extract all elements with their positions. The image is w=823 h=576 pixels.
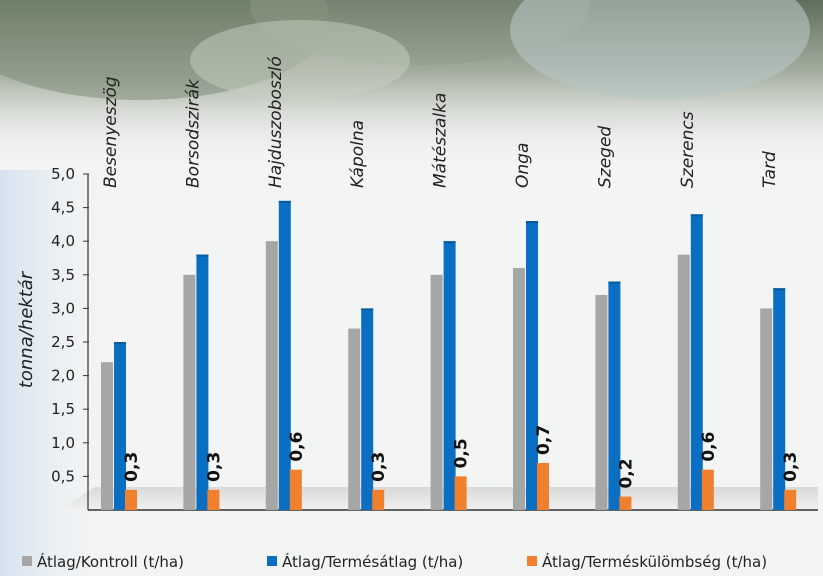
bar-control: [348, 328, 361, 510]
difference-value-label: 0,3: [369, 452, 389, 482]
y-tick-label: 1,5: [51, 400, 75, 418]
y-tick-label: 5,0: [51, 165, 75, 183]
category-label: Borsodszirák: [183, 78, 203, 188]
bar-yield-top-edge: [114, 342, 126, 344]
bar-yield: [196, 254, 209, 510]
bar-difference: [454, 476, 467, 510]
bar-difference: [372, 489, 385, 510]
category-labels: Besenyeszög Borsodszirák Hajduszoboszló Káp…: [101, 56, 780, 188]
bar-yield: [773, 288, 786, 510]
bar-control: [760, 308, 773, 510]
difference-value-label: 0,5: [452, 438, 472, 468]
difference-value-label: 0,2: [616, 458, 636, 488]
bar-yield-top-edge: [773, 288, 786, 291]
bar-control: [101, 362, 113, 510]
y-tick-label: 2,5: [51, 333, 75, 351]
y-tick-label: 1,0: [51, 434, 75, 452]
bar-yield-top-edge: [443, 241, 456, 244]
category-label: Mátészalka: [431, 93, 451, 188]
category-label: Besenyeszög: [101, 76, 121, 188]
legend-label-difference: Átlag/Terméskülömbség (t/ha): [542, 552, 767, 571]
bar-yield: [526, 221, 538, 511]
difference-value-label: 0,3: [781, 452, 801, 482]
bar-yield: [278, 200, 291, 510]
bar-yield-top-edge: [361, 308, 374, 311]
bar-yield-top-edge: [526, 221, 538, 224]
y-axis: 0,5 1,0 1,5 2,0 2,5 3,0 3,5 4,0 4,5 5,0: [51, 165, 89, 510]
bar-yield: [608, 281, 621, 510]
bar-difference: [289, 469, 302, 510]
legend-swatch-yield: [267, 556, 277, 566]
bar-difference: [619, 496, 632, 510]
y-tick-label: 2,0: [51, 367, 75, 385]
legend: Átlag/Kontroll (t/ha) Átlag/Termésátlag …: [22, 552, 767, 571]
difference-value-label: 0,3: [122, 452, 142, 482]
bar-yield: [361, 308, 374, 510]
bar-control: [595, 294, 608, 510]
bar-control: [430, 274, 443, 510]
bar-yield-top-edge: [690, 214, 703, 217]
bar-control: [677, 254, 690, 510]
difference-value-label: 0,6: [287, 432, 307, 462]
category-label: Kápolna: [348, 120, 368, 188]
legend-label-control: Átlag/Kontroll (t/ha): [37, 552, 184, 571]
legend-swatch-control: [22, 556, 32, 566]
bars: [101, 200, 797, 511]
category-label: Hajduszoboszló: [266, 56, 286, 188]
difference-labels: 0,3 0,3 0,6 0,3 0,5 0,7 0,2 0,6 0,3: [122, 425, 801, 489]
bar-difference: [537, 462, 549, 510]
bar-yield-top-edge: [196, 254, 209, 257]
y-tick-label: 4,5: [51, 199, 75, 217]
bar-control: [183, 274, 196, 510]
bar-difference: [207, 489, 220, 510]
category-label: Szerencs: [678, 111, 698, 188]
difference-value-label: 0,6: [699, 432, 719, 462]
difference-value-label: 0,3: [204, 452, 224, 482]
bar-yield: [114, 342, 126, 510]
bar-difference: [701, 469, 714, 510]
bar-yield-top-edge: [608, 281, 621, 284]
category-label: Szeged: [595, 126, 615, 188]
bar-difference: [784, 489, 797, 510]
bar-yield-top-edge: [278, 200, 291, 203]
y-axis-title: tonna/hektár: [16, 270, 37, 388]
bar-control: [265, 241, 278, 510]
y-tick-label: 0,5: [51, 467, 75, 485]
bar-difference: [125, 489, 137, 510]
bar-yield: [690, 214, 703, 510]
bar-yield: [443, 241, 456, 510]
difference-value-label: 0,7: [534, 425, 554, 455]
y-tick-label: 4,0: [51, 232, 75, 250]
y-tick-label: 3,5: [51, 266, 75, 284]
bar-control: [513, 268, 525, 510]
legend-swatch-difference: [527, 556, 537, 566]
legend-label-yield: Átlag/Termésátlag (t/ha): [282, 552, 463, 571]
category-label: Onga: [513, 143, 533, 188]
y-tick-label: 3,0: [51, 299, 75, 317]
category-label: Tard: [760, 151, 780, 188]
